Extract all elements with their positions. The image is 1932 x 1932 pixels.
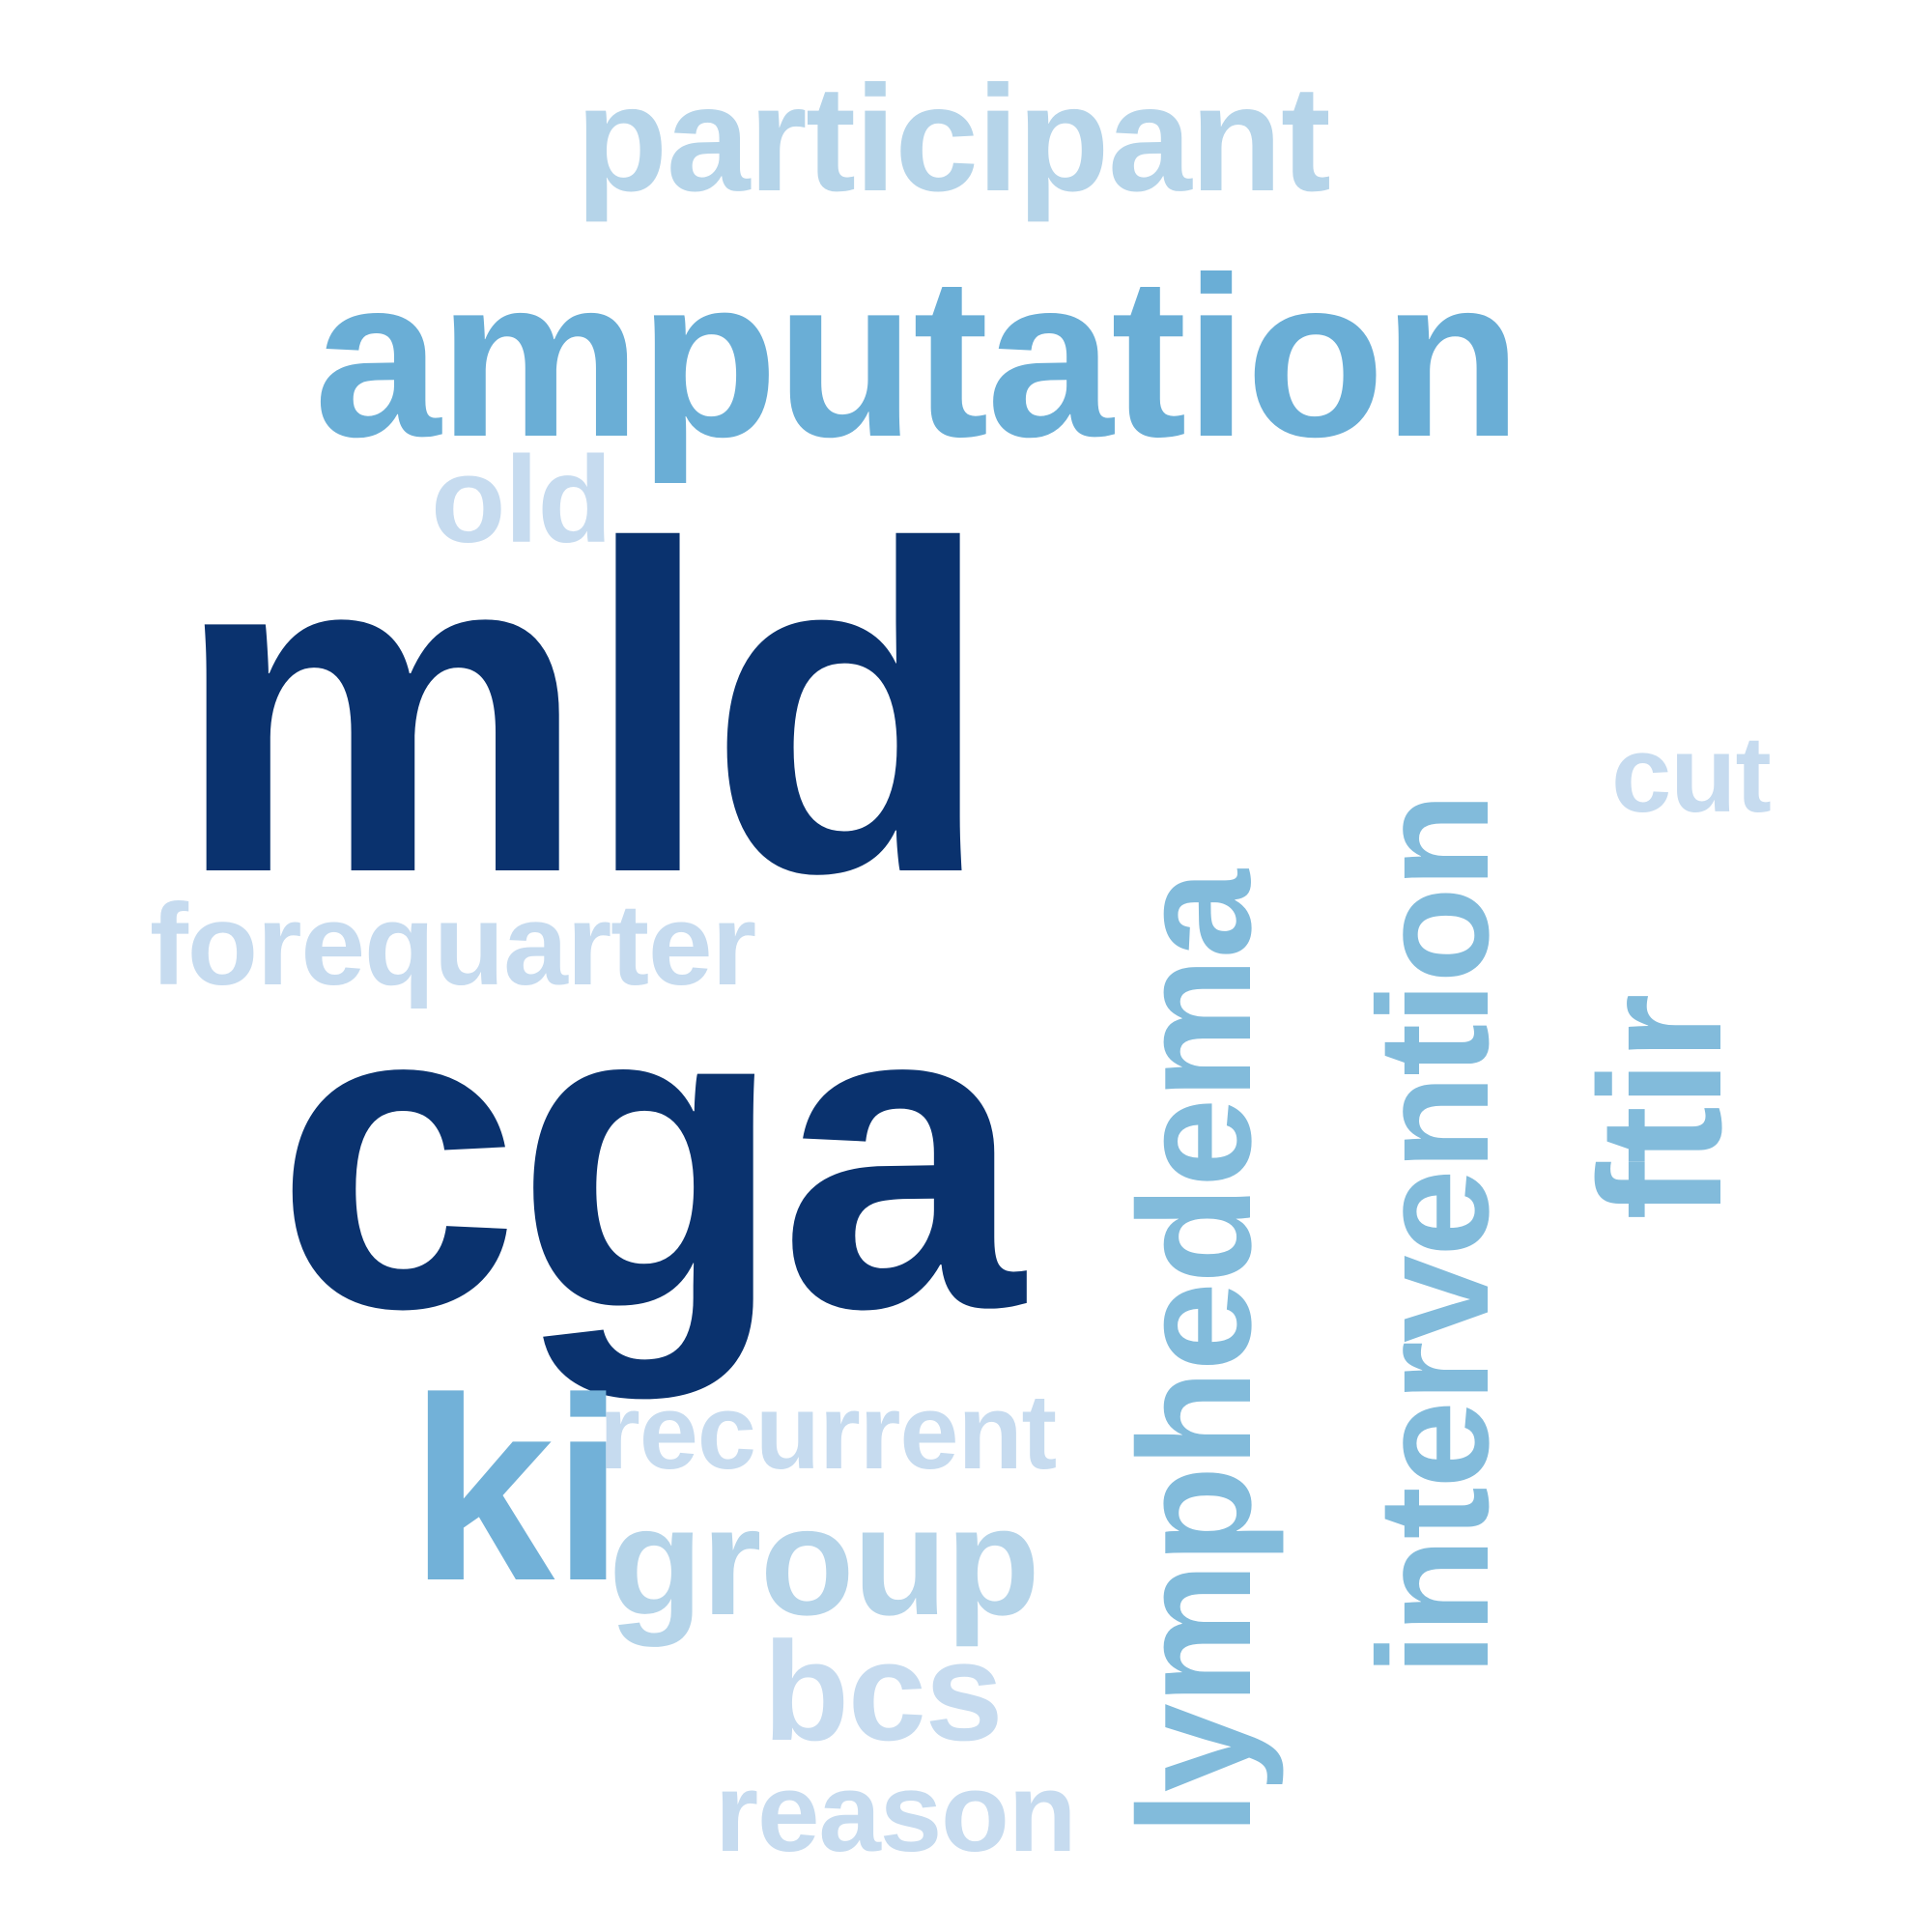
- word-group: group: [609, 1474, 1040, 1647]
- word-lymphedema: lymphedema: [1106, 870, 1285, 1835]
- word-participant: participant: [576, 55, 1331, 223]
- word-reason: reason: [715, 1749, 1077, 1875]
- word-mld: mld: [174, 450, 992, 970]
- word-recurrent: recurrent: [599, 1373, 1057, 1492]
- word-ki: ki: [410, 1345, 624, 1635]
- word-amputation: amputation: [314, 230, 1522, 485]
- word-forequarter: forequarter: [150, 880, 756, 1009]
- word-ftir: ftir: [1564, 995, 1758, 1220]
- word-cga: cga: [275, 909, 1024, 1400]
- word-cut: cut: [1611, 714, 1772, 835]
- word-intervention: intervention: [1345, 793, 1521, 1676]
- word-old: old: [431, 431, 612, 568]
- word-bcs: bcs: [763, 1612, 1004, 1770]
